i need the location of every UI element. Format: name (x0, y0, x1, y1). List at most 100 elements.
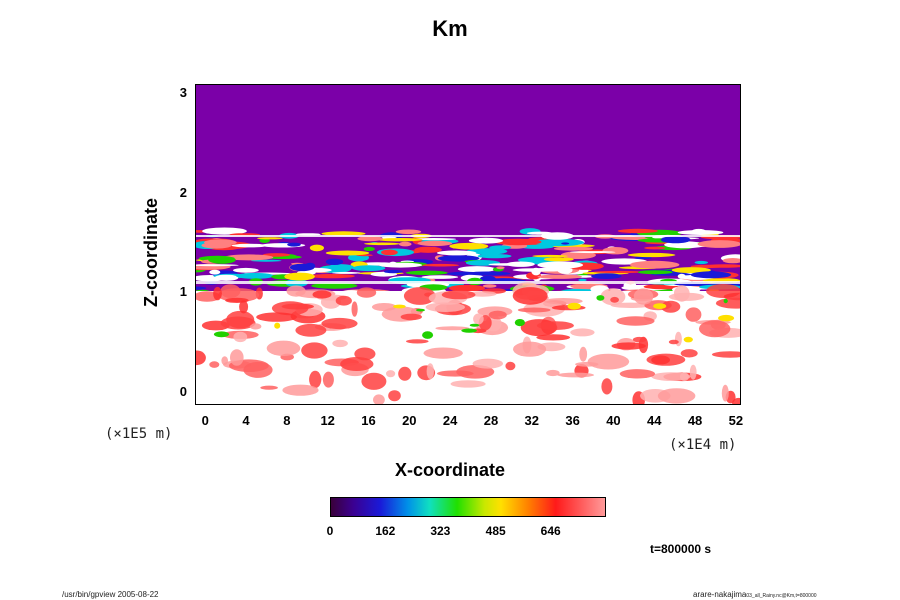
field-patch (301, 342, 328, 359)
field-band (325, 258, 344, 265)
field-band (357, 236, 383, 242)
field-band (722, 258, 740, 264)
field-patch (513, 341, 547, 357)
field-band (363, 246, 375, 252)
field-patch (601, 378, 613, 395)
x-tick-label: 36 (565, 413, 580, 428)
field-band (308, 273, 355, 279)
y-tick-label: 2 (179, 184, 187, 200)
field-band (457, 266, 497, 273)
field-band (414, 246, 442, 253)
field-band (417, 240, 453, 247)
field-band (578, 278, 587, 282)
x-axis-label: X-coordinate (394, 460, 505, 480)
field-band (200, 256, 235, 259)
field-patch (517, 307, 551, 313)
field-band (466, 271, 511, 276)
field-band (526, 231, 554, 235)
x-tick-label: 4 (242, 413, 250, 428)
field-patch (356, 287, 377, 298)
field-patch (575, 361, 599, 367)
field-patch (233, 331, 248, 343)
field-band (494, 238, 542, 246)
field-band (561, 242, 570, 245)
field-band (553, 246, 594, 251)
field-band (677, 273, 686, 279)
field-patch (406, 339, 429, 344)
field-band (489, 245, 512, 250)
field-patch (271, 301, 309, 316)
field-patch (557, 372, 595, 378)
field-patch (611, 342, 646, 350)
field-band (690, 264, 726, 268)
x-tick-label: 8 (283, 413, 291, 428)
field-patch (425, 302, 465, 312)
field-accent (213, 331, 230, 338)
field-band (364, 242, 401, 246)
field-patch (322, 371, 334, 388)
heatmap-svg (196, 85, 740, 404)
colorbar (330, 497, 606, 517)
field-band (411, 238, 457, 241)
field-accent (723, 298, 728, 304)
field-band (395, 229, 422, 235)
field-accent (718, 314, 735, 322)
field-band (591, 273, 622, 279)
y-tick-label: 1 (179, 284, 187, 300)
x-tick-label: 20 (402, 413, 417, 428)
field-band (660, 236, 691, 244)
field-patch (361, 372, 387, 390)
field-patch (426, 363, 434, 380)
field-band (233, 267, 259, 273)
field-patch (256, 312, 297, 322)
field-band (325, 250, 370, 256)
field-patch (715, 297, 740, 309)
field-patch (616, 316, 655, 326)
field-patch (403, 287, 436, 305)
right-footnote-main: arare-nakajima (693, 590, 747, 599)
time-label: t=800000 s (650, 542, 712, 556)
field-patch (711, 351, 740, 358)
field-patch (230, 349, 244, 366)
field-patch (657, 388, 696, 404)
field-band (214, 274, 239, 281)
field-band (383, 269, 403, 274)
field-band (449, 242, 489, 250)
field-patch (354, 347, 376, 361)
field-accent (422, 331, 434, 339)
field-band (378, 262, 423, 268)
x-tick-label: 12 (320, 413, 335, 428)
field-patch (680, 349, 698, 358)
field-patch (721, 384, 729, 402)
x-tick-label: 44 (647, 413, 662, 428)
field-band (209, 269, 221, 275)
field-patch (335, 295, 352, 306)
field-patch (488, 310, 507, 320)
right-footnote-detail: 03_all_Rainy.nc@Km,t=800000 (746, 593, 817, 599)
field-patch (282, 384, 319, 396)
x-tick-label: 0 (201, 413, 209, 428)
y-tick-label: 0 (179, 384, 187, 400)
field-band (231, 243, 268, 248)
field-patch (619, 369, 656, 379)
field-patch (312, 290, 332, 299)
field-band (398, 241, 412, 247)
field-band (697, 240, 740, 248)
field-band (468, 237, 503, 244)
field-band (201, 242, 232, 249)
field-band (284, 272, 315, 281)
field-patch (679, 372, 689, 382)
y-scale-label: (×1E5 m) (105, 426, 173, 442)
field-patch (512, 287, 548, 305)
field-band (289, 263, 315, 272)
field-band (321, 231, 366, 236)
chart-title: Km (432, 16, 468, 41)
x-tick-label: 24 (442, 413, 458, 428)
x-tick-label: 16 (361, 413, 376, 428)
field-patch (587, 353, 630, 370)
field-patch (373, 394, 385, 404)
y-axis-label: Z-coordinate (141, 197, 161, 307)
field-band (677, 230, 724, 235)
field-patch (579, 346, 588, 362)
field-band (202, 227, 247, 235)
